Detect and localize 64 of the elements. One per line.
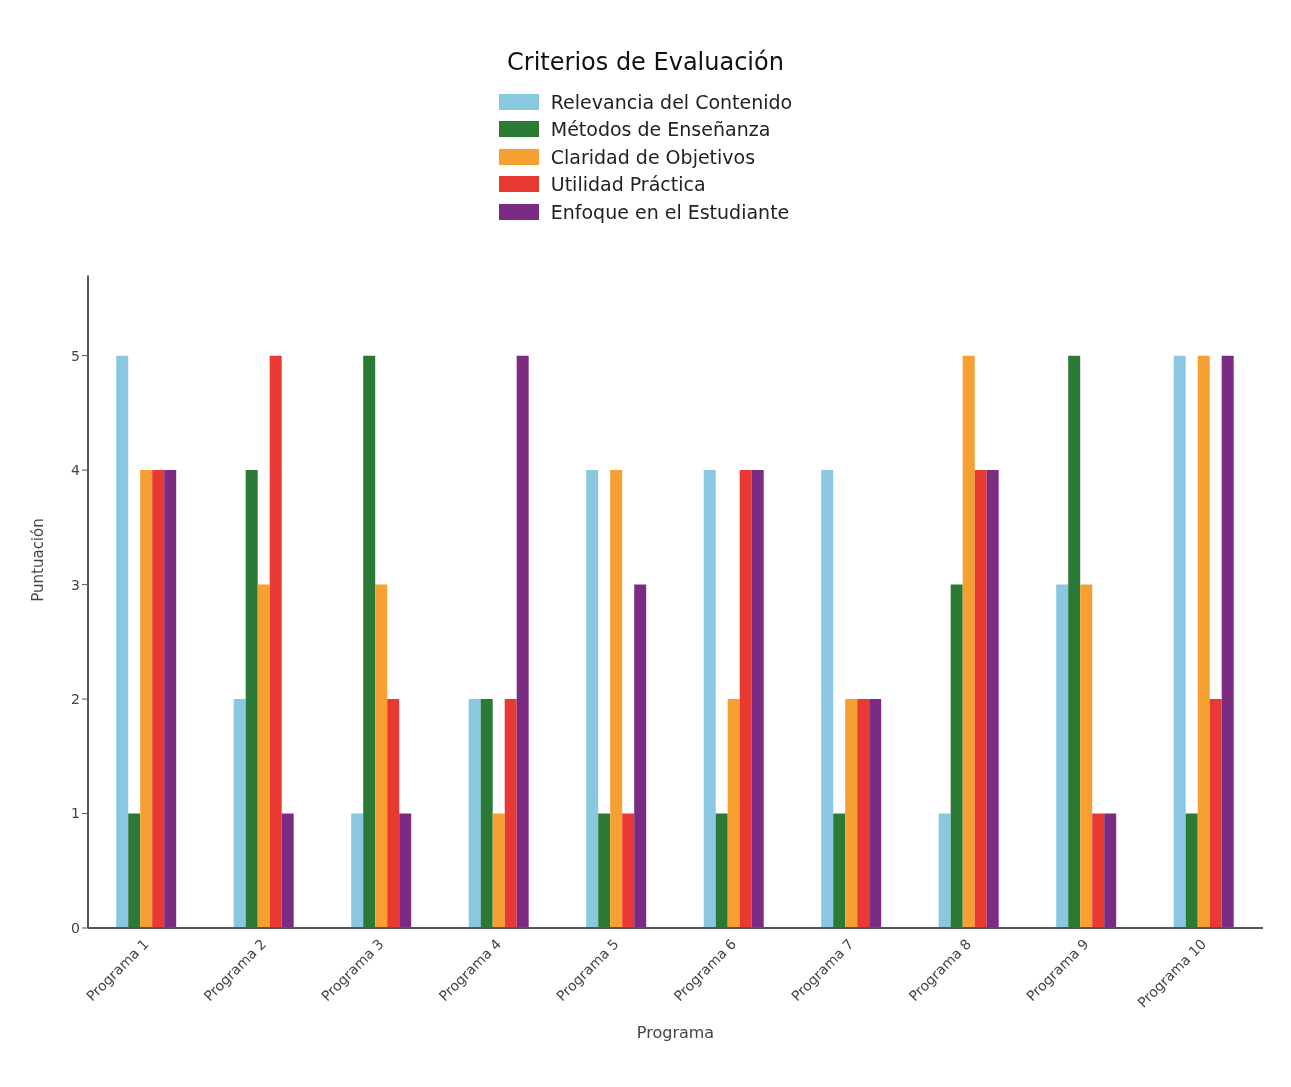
bar xyxy=(1209,699,1222,928)
bar xyxy=(281,813,294,928)
bar xyxy=(164,470,177,928)
bar xyxy=(821,470,834,928)
bar xyxy=(504,699,517,928)
bar xyxy=(351,813,364,928)
bar xyxy=(1056,584,1069,928)
bar xyxy=(962,355,975,928)
bar xyxy=(375,584,388,928)
bar xyxy=(1080,584,1093,928)
y-tick-label: 1 xyxy=(71,805,80,822)
legend-label: Enfoque en el Estudiante xyxy=(550,200,790,223)
bar xyxy=(140,470,153,928)
bar xyxy=(152,470,165,928)
bar xyxy=(480,699,493,928)
bar xyxy=(869,699,882,928)
bar xyxy=(586,470,599,928)
bar xyxy=(1173,355,1186,928)
bar xyxy=(1092,813,1105,928)
bar xyxy=(1221,355,1234,928)
y-tick-label: 0 xyxy=(71,919,80,936)
y-tick-label: 2 xyxy=(71,691,80,708)
bar xyxy=(1104,813,1117,928)
bar xyxy=(950,584,963,928)
bar xyxy=(116,355,129,928)
bar xyxy=(1197,355,1210,928)
bar xyxy=(598,813,611,928)
x-axis-title: Programa xyxy=(636,1023,715,1042)
bar xyxy=(516,355,529,928)
legend-label: Relevancia del Contenido xyxy=(550,90,793,113)
bar xyxy=(492,813,505,928)
legend-label: Utilidad Práctica xyxy=(550,173,706,196)
bar xyxy=(751,470,764,928)
bar xyxy=(715,813,728,928)
bar xyxy=(363,355,376,928)
legend-label: Claridad de Objetivos xyxy=(550,145,756,168)
bar xyxy=(703,470,716,928)
bar xyxy=(974,470,987,928)
bar xyxy=(634,584,647,928)
bar xyxy=(387,699,400,928)
bar xyxy=(622,813,635,928)
bar xyxy=(257,584,270,928)
y-tick-label: 5 xyxy=(71,347,80,364)
bar xyxy=(938,813,951,928)
bar xyxy=(269,355,282,928)
legend-label: Métodos de Enseñanza xyxy=(550,118,771,141)
bar xyxy=(845,699,858,928)
bar xyxy=(468,699,481,928)
bar xyxy=(739,470,752,928)
bar xyxy=(1068,355,1081,928)
bar xyxy=(610,470,623,928)
y-tick-label: 3 xyxy=(71,576,80,593)
bar xyxy=(245,470,258,928)
bar xyxy=(233,699,246,928)
bar xyxy=(986,470,999,928)
bar xyxy=(1185,813,1198,928)
bar xyxy=(727,699,740,928)
y-axis-title: Puntuación xyxy=(29,518,48,602)
bar xyxy=(399,813,412,928)
bar xyxy=(128,813,141,928)
y-tick-label: 4 xyxy=(71,462,81,479)
bar xyxy=(857,699,870,928)
bar xyxy=(833,813,846,928)
legend-title: Criterios de Evaluación xyxy=(507,48,784,76)
